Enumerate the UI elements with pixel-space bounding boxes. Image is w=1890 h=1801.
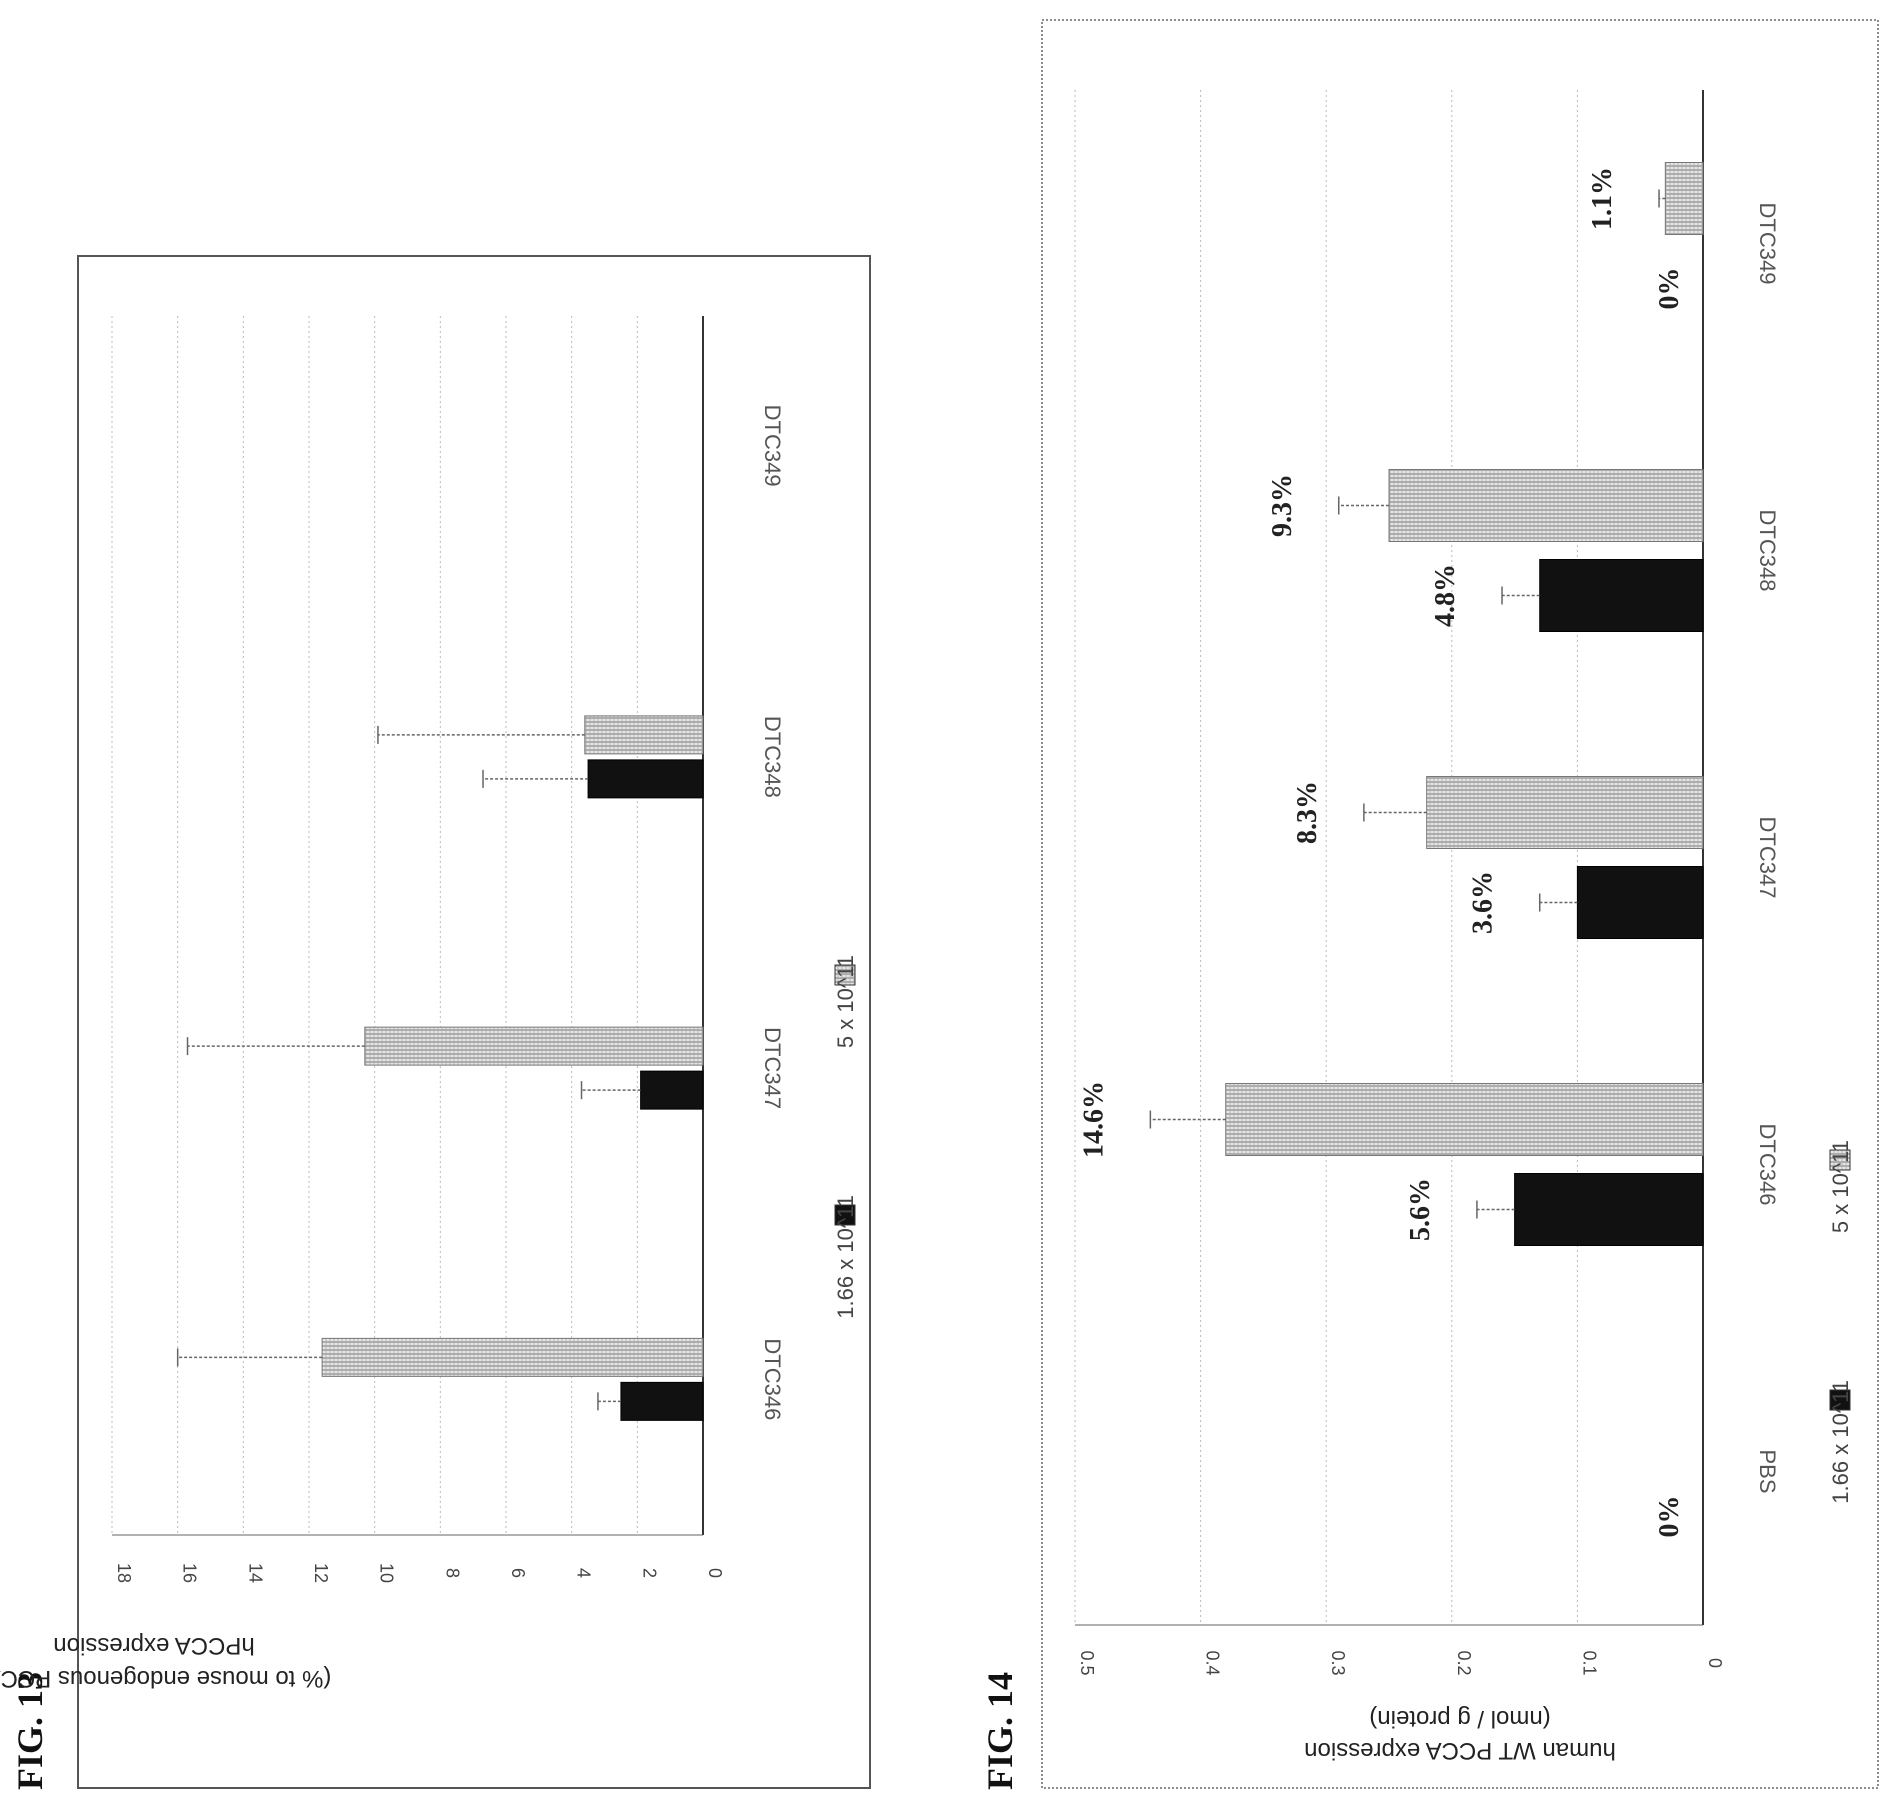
- data-label: 9.3%: [1267, 474, 1298, 537]
- legend-label: 1.66 x 10^11: [1828, 1380, 1853, 1504]
- y-tick-label: 0.5: [1077, 1650, 1097, 1675]
- chart-13-y-axis-title: hPCCA expression: [53, 1632, 254, 1659]
- figure-label-14: FIG. 14: [980, 1672, 1020, 1790]
- data-label: 1.1%: [1587, 167, 1618, 230]
- bar-166x1011: [1576, 866, 1704, 939]
- bar-5x1011: [1225, 1083, 1704, 1156]
- bar-5x1011: [1388, 469, 1704, 542]
- chart-13: 0 2 4 6 8 10 12 14 16 18 DTC346 DTC347 DTC348 DTC349 1…: [111, 316, 858, 1583]
- bar-166x1011: [1514, 1173, 1704, 1246]
- legend: 1.66 x 10^11 5 x 10^11: [1828, 1140, 1853, 1504]
- y-tick-label: 4: [574, 1568, 594, 1578]
- data-label: 0%: [1654, 1496, 1685, 1538]
- y-tick-label: 16: [180, 1563, 200, 1583]
- data-label: 14.6%: [1078, 1081, 1109, 1158]
- category-label: DTC348: [1755, 510, 1780, 592]
- legend-swatch: [834, 1204, 856, 1226]
- y-tick-label: 12: [311, 1563, 331, 1583]
- chart-13-frame: [77, 255, 871, 1789]
- bar-5x1011: [364, 1026, 704, 1066]
- chart-14-y-axis-title: human WT PCCA expression: [1304, 1737, 1616, 1764]
- y-tick-label: 0: [1705, 1658, 1725, 1668]
- bar-166x1011: [1539, 559, 1704, 632]
- category-label: DTC349: [760, 405, 785, 487]
- chart-14-y-axis-subtitle: (nmol / g protein): [1369, 1705, 1550, 1732]
- bar-5x1011: [584, 715, 704, 755]
- category-label: DTC346: [760, 1338, 785, 1420]
- category-label: DTC346: [1755, 1124, 1780, 1206]
- data-label: 0%: [1654, 268, 1685, 310]
- bar-166x1011: [620, 1381, 704, 1421]
- bar-5x1011: [1664, 162, 1704, 235]
- chart-14-frame: [1041, 19, 1879, 1789]
- y-tick-label: 14: [245, 1563, 265, 1583]
- legend-label: 5 x 10^11: [1828, 1140, 1853, 1233]
- legend-label: 5 x 10^11: [833, 955, 858, 1048]
- data-label: 8.3%: [1292, 781, 1323, 844]
- legend-swatch: [1829, 1149, 1851, 1171]
- data-label: 3.6%: [1468, 871, 1499, 934]
- category-label: DTC349: [1755, 203, 1780, 285]
- y-tick-label: 10: [377, 1563, 397, 1583]
- y-tick-label: 6: [508, 1568, 528, 1578]
- category-label: DTC347: [1755, 817, 1780, 899]
- y-tick-label: 0.3: [1328, 1650, 1348, 1675]
- bar-166x1011: [587, 759, 704, 799]
- y-tick-label: 0.4: [1203, 1650, 1223, 1675]
- figure-label-13: FIG. 13: [10, 1672, 50, 1790]
- y-tick-label: 0.2: [1454, 1650, 1474, 1675]
- y-tick-label: 2: [639, 1568, 659, 1578]
- bar-5x1011: [1426, 776, 1704, 849]
- data-label: 4.8%: [1430, 564, 1461, 627]
- category-label: DTC348: [760, 716, 785, 798]
- y-tick-label: 0: [705, 1568, 725, 1578]
- chart-14: 0 0.1 0.2 0.3 0.4 0.5 PBS 0% DTC346 5.6% 14.6% DTC3…: [1074, 90, 1853, 1676]
- legend-swatch: [834, 964, 856, 986]
- y-tick-label: 18: [114, 1563, 134, 1583]
- category-label: PBS: [1755, 1449, 1780, 1493]
- y-tick-label: 0.1: [1579, 1650, 1599, 1675]
- legend-label: 1.66 x 10^11: [833, 1195, 858, 1319]
- data-label: 5.6%: [1405, 1178, 1436, 1241]
- bar-166x1011: [640, 1070, 704, 1110]
- category-label: DTC347: [760, 1027, 785, 1109]
- chart-13-y-axis-subtitle: (% to mouse endogenous PCCA): [0, 1665, 331, 1692]
- legend-swatch: [1829, 1389, 1851, 1411]
- y-tick-label: 8: [442, 1568, 462, 1578]
- legend: 1.66 x 10^11 5 x 10^11: [833, 955, 858, 1319]
- bar-5x1011: [321, 1337, 704, 1377]
